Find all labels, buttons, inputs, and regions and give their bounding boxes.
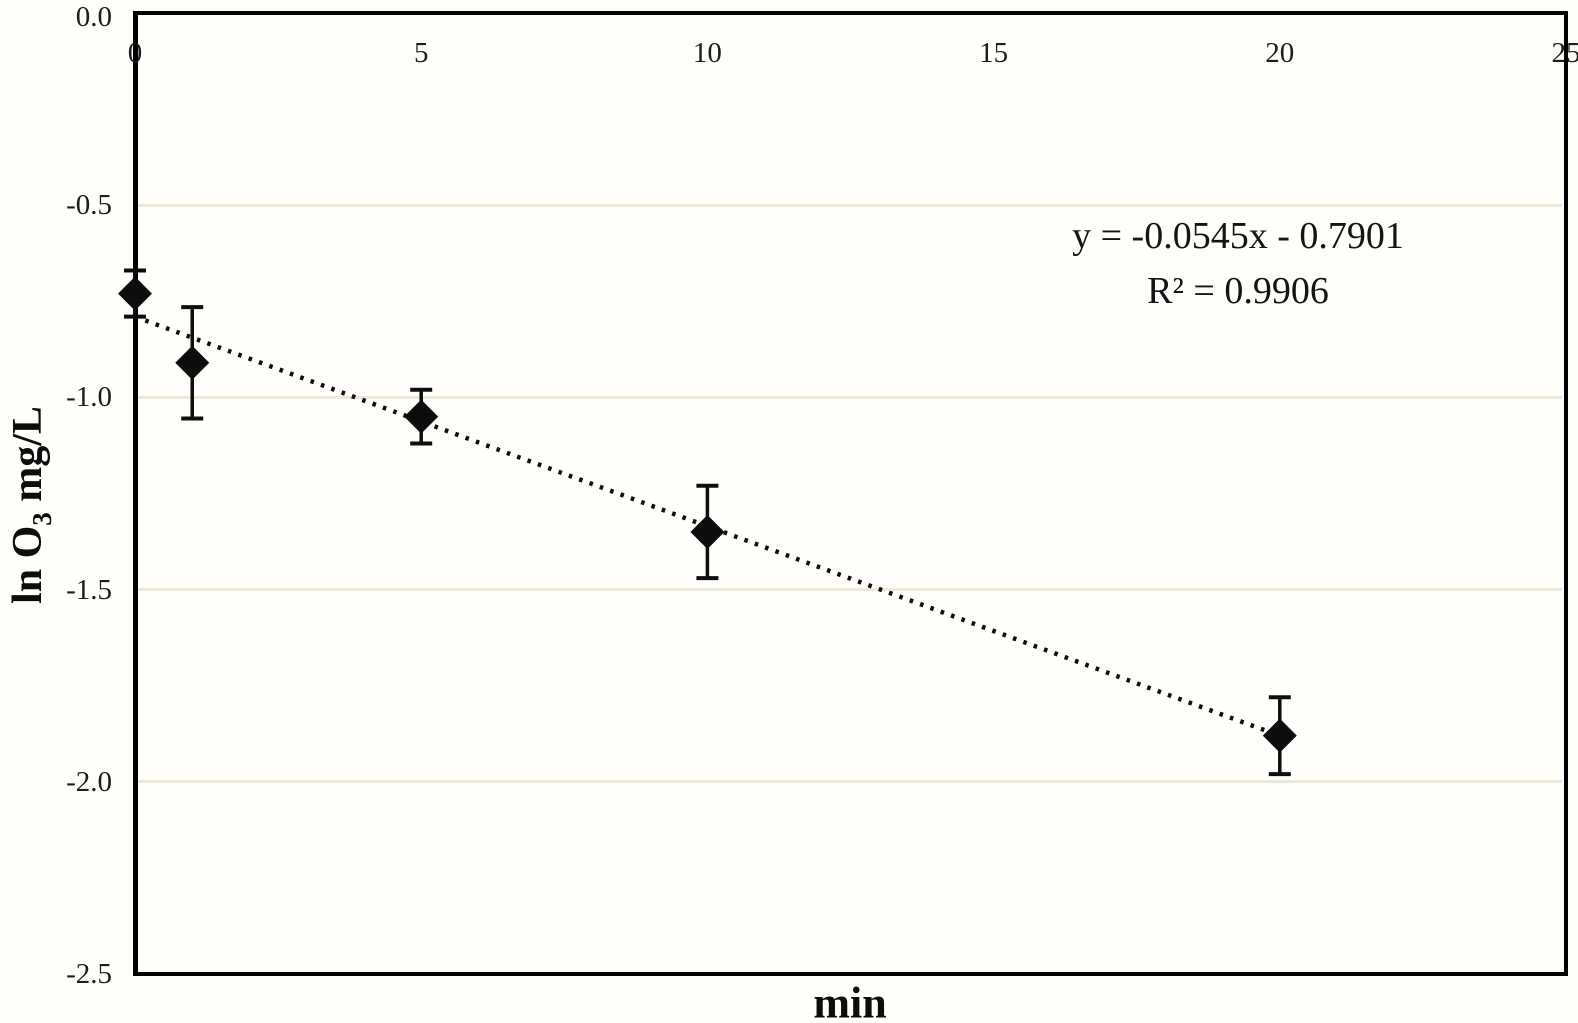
x-tick-label: 10: [692, 37, 722, 69]
plot-frame: [133, 11, 1568, 976]
trendline-equation-text: y = -0.0545x - 0.7901: [1072, 215, 1404, 257]
gridline: [138, 780, 1562, 784]
y-tick-label: -0.5: [66, 189, 112, 222]
y-axis-title-units: mg/L: [5, 406, 51, 513]
trendline-annotation: y = -0.0545x - 0.7901 R² = 0.9906: [838, 209, 1578, 319]
y-axis-title: ln O3 mg/L: [4, 406, 57, 604]
y-tick-label: -2.5: [66, 958, 112, 990]
x-axis-title: min: [813, 978, 887, 1023]
y-tick-label: -2.0: [66, 765, 112, 798]
y-axis-title-subscript: 3: [27, 512, 57, 526]
y-axis-title-text: ln O: [5, 525, 51, 604]
x-tick-label: 15: [979, 37, 1009, 69]
y-tick-label: 0.0: [75, 1, 112, 33]
x-tick-label: 5: [413, 37, 429, 69]
x-tick-label: 25: [1551, 37, 1578, 69]
r-squared-text: R² = 0.9906: [1147, 270, 1329, 312]
y-tick-label: -1.5: [66, 573, 112, 606]
y-tick-label: -1.0: [66, 381, 112, 414]
x-tick-label: 20: [1265, 37, 1295, 69]
gridline: [138, 203, 1562, 207]
x-tick-label: 0: [127, 37, 143, 69]
